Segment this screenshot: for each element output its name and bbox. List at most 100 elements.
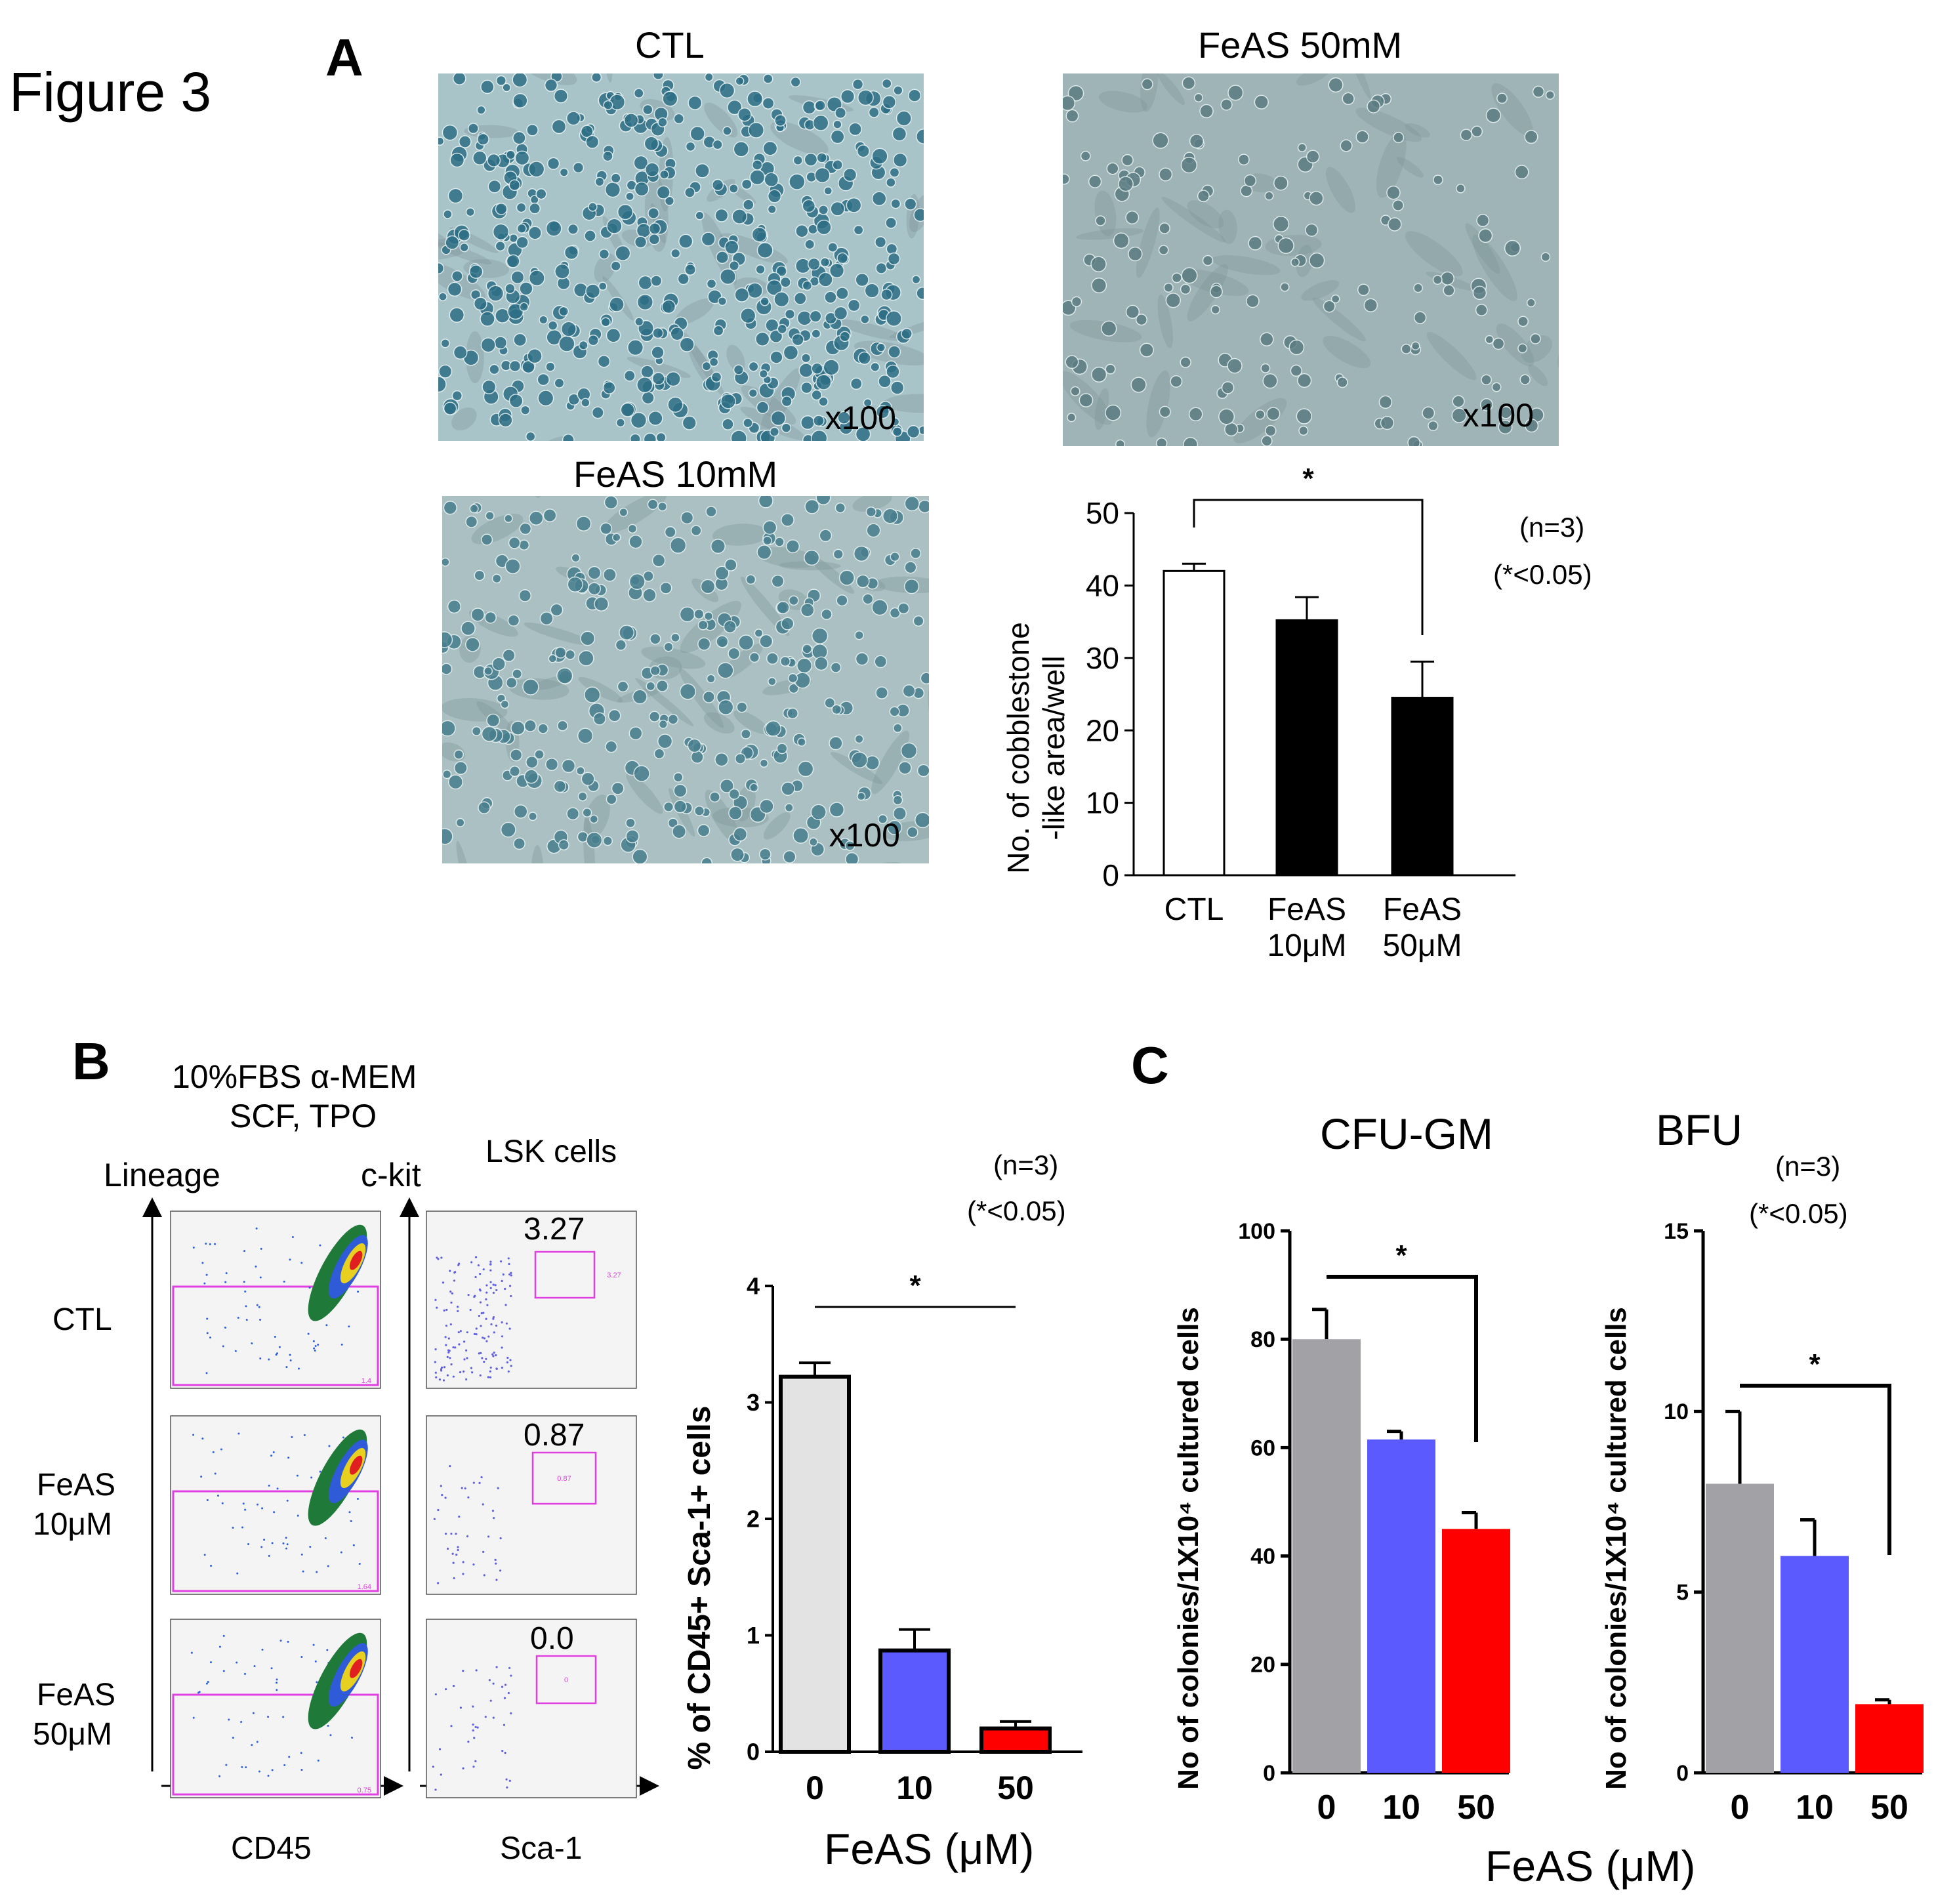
stromal-cell: [1187, 264, 1229, 321]
cobblestone-cell: [1158, 245, 1169, 255]
n-note: (n=3): [1519, 512, 1585, 543]
event-dot: [501, 1367, 503, 1369]
event-dot: [251, 1744, 253, 1747]
event-dot: [510, 1712, 512, 1714]
event-dot: [484, 1716, 487, 1718]
cobblestone-cell: [815, 496, 831, 505]
cobblestone-cell: [705, 506, 717, 518]
cobblestone-cell: [551, 119, 567, 135]
cobblestone-cell: [695, 211, 705, 220]
cobblestone-cell: [856, 144, 870, 158]
cobblestone-cell: [893, 723, 903, 734]
cobblestone-cell: [664, 526, 676, 538]
event-dot: [463, 1370, 465, 1373]
event-dot: [259, 1357, 262, 1359]
event-dot: [275, 1354, 278, 1356]
cobblestone-cell: [449, 307, 465, 323]
cobblestone-cell: [1545, 90, 1555, 100]
event-dot: [243, 1672, 246, 1675]
cobblestone-cell: [697, 619, 709, 631]
cobblestone-cell: [560, 321, 577, 337]
event-dot: [489, 1263, 492, 1266]
y-tick-label: 20: [1250, 1653, 1275, 1678]
event-dot: [474, 1275, 477, 1279]
event-dot: [508, 1262, 510, 1266]
event-dot: [440, 1773, 442, 1776]
cobblestone-cell: [889, 167, 900, 178]
cobblestone-cell: [664, 196, 675, 206]
cobblestone-cell: [1298, 425, 1309, 436]
cobblestone-cell: [1479, 398, 1493, 411]
chart-cobblestone: No. of cobblestone -like area/well 0 10 20…: [1001, 463, 1515, 963]
event-dot: [492, 1716, 495, 1719]
cobblestone-cell: [459, 242, 469, 253]
cobblestone-cell: [447, 774, 463, 790]
cobblestone-cell: [679, 683, 697, 700]
event-dot: [489, 1376, 492, 1378]
cobblestone-cell: [440, 339, 450, 348]
cobblestone-cell: [703, 611, 714, 621]
event-dot: [506, 1361, 508, 1364]
cobblestone-cell: [838, 569, 855, 586]
cobblestone-cell: [1491, 382, 1502, 392]
cobblestone-cell: [793, 827, 810, 844]
cobblestone-cell: [594, 176, 605, 187]
medium-label-1: 10%FBS α-MEM: [172, 1058, 417, 1095]
event-dot: [326, 1649, 329, 1651]
cobblestone-cell: [556, 667, 573, 684]
event-dot: [440, 1256, 443, 1259]
cobblestone-cell: [730, 430, 747, 441]
event-dot: [495, 1666, 498, 1668]
event-dot: [459, 1707, 462, 1709]
event-dot: [442, 1281, 445, 1284]
cobblestone-cell: [1159, 167, 1173, 182]
event-dot: [472, 1723, 474, 1726]
cobblestone-cell: [734, 287, 750, 302]
x-tick-label: 10: [1382, 1789, 1420, 1824]
event-dot: [493, 1352, 495, 1354]
cobblestone-cell: [547, 320, 558, 331]
cobblestone-cell: [445, 235, 460, 250]
cobblestone-cell: [1171, 272, 1182, 283]
event-dot: [469, 1308, 472, 1312]
cobblestone-cell: [860, 314, 870, 324]
x-tick-label: 0: [1731, 1789, 1750, 1824]
cobblestone-cell: [498, 413, 513, 428]
cobblestone-cell: [1182, 76, 1196, 90]
cobblestone-cell: [588, 202, 598, 212]
event-dot: [256, 1741, 258, 1743]
cobblestone-cell: [1407, 436, 1421, 446]
event-dot: [444, 1533, 447, 1535]
cobblestone-cell: [857, 351, 871, 365]
cobblestone-cell: [455, 817, 465, 827]
event-dot: [476, 1726, 479, 1729]
cobblestone-cell: [644, 162, 660, 177]
cobblestone-cell: [709, 357, 719, 367]
cobblestone-cell: [564, 245, 579, 260]
cobblestone-cell: [486, 713, 501, 728]
event-dot: [510, 1294, 512, 1298]
cobblestone-cell: [823, 359, 840, 376]
cobblestone-cell: [487, 285, 505, 302]
cobblestone-cell: [819, 257, 831, 268]
cobblestone-cell: [766, 652, 779, 665]
event-dot: [255, 1265, 257, 1268]
cobblestone-cell: [811, 329, 821, 339]
cobblestone-cell: [520, 405, 531, 415]
cobblestone-cell: [804, 239, 815, 250]
cobblestone-cell: [571, 553, 581, 563]
event-dot: [466, 1331, 468, 1334]
event-dot: [499, 1260, 503, 1263]
cobblestone-cell: [770, 410, 787, 426]
cobblestone-cell: [1227, 358, 1243, 374]
stromal-cell: [760, 368, 801, 435]
event-dot: [241, 1526, 244, 1529]
significance-bracket: [1193, 499, 1424, 635]
cobblestone-cell: [602, 836, 613, 846]
cobblestone-cell: [518, 589, 532, 602]
cobblestone-cell: [724, 239, 739, 255]
cobblestone-cell: [559, 167, 569, 177]
population-density: [349, 1659, 363, 1678]
cobblestone-cell: [824, 291, 837, 304]
cobblestone-cell: [1080, 150, 1091, 161]
